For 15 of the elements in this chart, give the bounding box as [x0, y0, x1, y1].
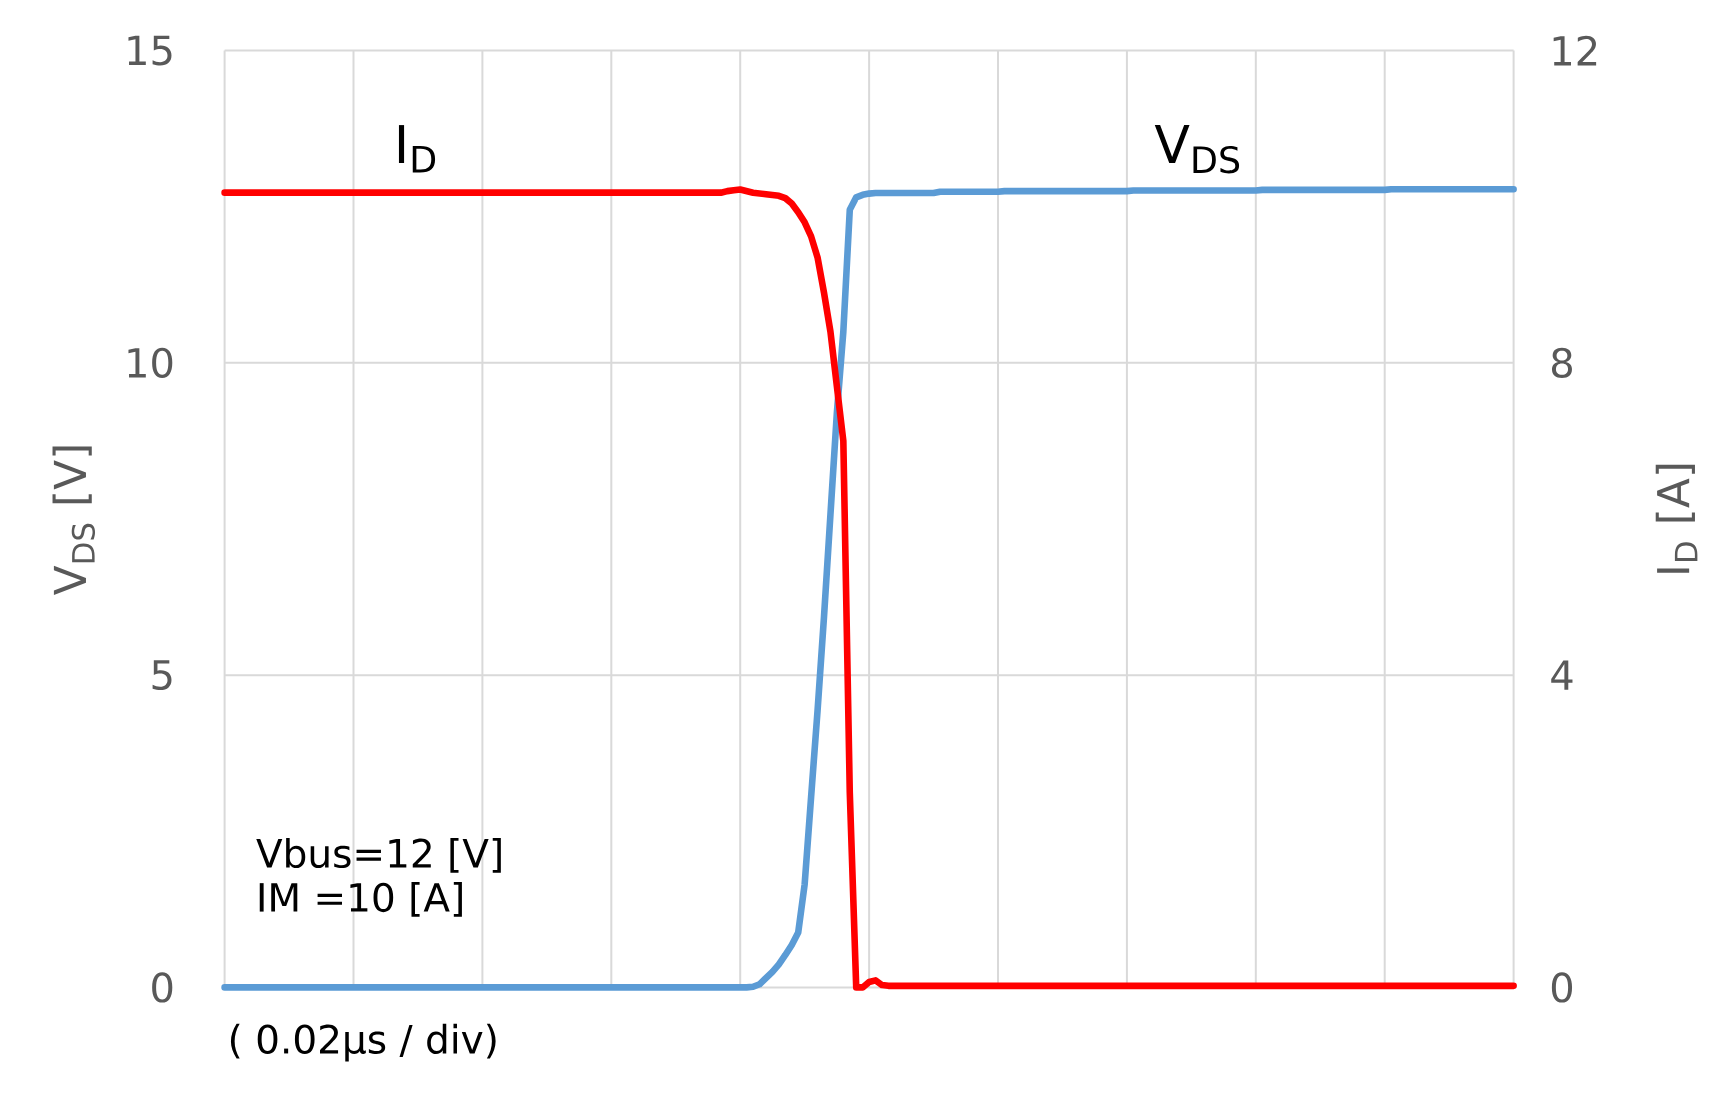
series-label: V$_{DS}$ — [1154, 125, 1240, 174]
annotation: IM =10 [A] — [259, 881, 462, 917]
y2-axis-title: I$_{D}$ [A] — [1655, 464, 1698, 573]
y-tick-label: 15 — [128, 35, 172, 66]
y-tick-label: 10 — [128, 347, 173, 378]
y-tick-label: 0 — [152, 972, 173, 1003]
y2-tick-label: 12 — [1553, 35, 1597, 66]
annotation: Vbus=12 [V] — [256, 837, 501, 873]
y2-tick-label: 8 — [1551, 347, 1572, 378]
y-axis-title: V$_{DS}$ [V] — [52, 446, 96, 596]
y2-tick-label: 4 — [1551, 660, 1573, 690]
y-tick-label: 5 — [152, 660, 172, 690]
y2-tick-label: 0 — [1551, 972, 1573, 1003]
series-label: I$_{D}$ — [398, 125, 436, 173]
text: ( 0.02µs / div) — [230, 1023, 496, 1062]
